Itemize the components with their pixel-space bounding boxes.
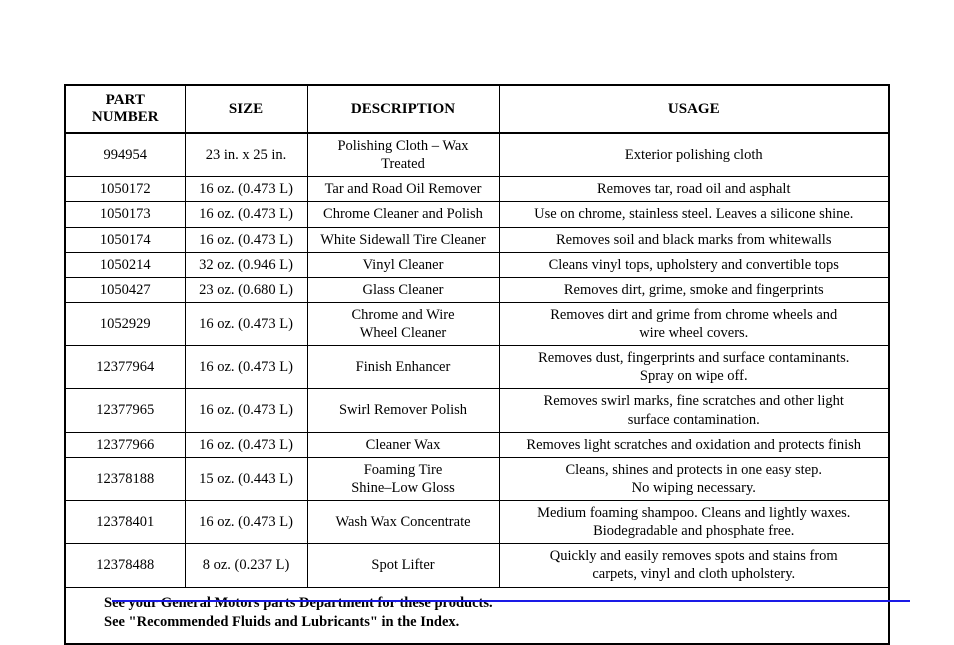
header-description: DESCRIPTION	[307, 85, 499, 133]
cell-part-number: 994954	[65, 133, 185, 177]
cell-description: Chrome and WireWheel Cleaner	[307, 302, 499, 345]
cell-usage: Cleans vinyl tops, upholstery and conver…	[499, 252, 889, 277]
cell-part-number: 1050174	[65, 227, 185, 252]
header-part-number: PART NUMBER	[65, 85, 185, 133]
cell-part-number: 1050173	[65, 202, 185, 227]
cell-usage: Removes dust, fingerprints and surface c…	[499, 346, 889, 389]
table-row: 105017216 oz. (0.473 L)Tar and Road Oil …	[65, 177, 889, 202]
table-row: 1237796616 oz. (0.473 L)Cleaner WaxRemov…	[65, 432, 889, 457]
table-row: 1237796516 oz. (0.473 L)Swirl Remover Po…	[65, 389, 889, 432]
table-header-row: PART NUMBER SIZE DESCRIPTION USAGE	[65, 85, 889, 133]
table-row: 1237840116 oz. (0.473 L)Wash Wax Concent…	[65, 501, 889, 544]
table-row: 123784888 oz. (0.237 L)Spot LifterQuickl…	[65, 544, 889, 587]
cell-usage: Removes tar, road oil and asphalt	[499, 177, 889, 202]
cell-size: 16 oz. (0.473 L)	[185, 227, 307, 252]
cell-description: Tar and Road Oil Remover	[307, 177, 499, 202]
cell-description: White Sidewall Tire Cleaner	[307, 227, 499, 252]
table-row: 105292916 oz. (0.473 L)Chrome and WireWh…	[65, 302, 889, 345]
cell-description: Vinyl Cleaner	[307, 252, 499, 277]
cell-size: 16 oz. (0.473 L)	[185, 389, 307, 432]
cell-description: Swirl Remover Polish	[307, 389, 499, 432]
cell-usage: Removes soil and black marks from whitew…	[499, 227, 889, 252]
cell-usage: Removes dirt, grime, smoke and fingerpri…	[499, 277, 889, 302]
cell-description: Chrome Cleaner and Polish	[307, 202, 499, 227]
cell-size: 16 oz. (0.473 L)	[185, 202, 307, 227]
cell-size: 16 oz. (0.473 L)	[185, 177, 307, 202]
cell-usage: Removes swirl marks, fine scratches and …	[499, 389, 889, 432]
cell-usage: Exterior polishing cloth	[499, 133, 889, 177]
footer-line-2: See "Recommended Fluids and Lubricants" …	[104, 614, 459, 630]
cell-size: 16 oz. (0.473 L)	[185, 302, 307, 345]
cell-part-number: 1050427	[65, 277, 185, 302]
cell-usage: Removes light scratches and oxidation an…	[499, 432, 889, 457]
table-row: 99495423 in. x 25 in.Polishing Cloth – W…	[65, 133, 889, 177]
table-row: 105042723 oz. (0.680 L)Glass CleanerRemo…	[65, 277, 889, 302]
cell-size: 16 oz. (0.473 L)	[185, 346, 307, 389]
cell-description: Finish Enhancer	[307, 346, 499, 389]
header-usage: USAGE	[499, 85, 889, 133]
cell-usage: Use on chrome, stainless steel. Leaves a…	[499, 202, 889, 227]
cell-description: Cleaner Wax	[307, 432, 499, 457]
table-body: 99495423 in. x 25 in.Polishing Cloth – W…	[65, 133, 889, 587]
cell-part-number: 12378488	[65, 544, 185, 587]
table-row: 1237796416 oz. (0.473 L)Finish EnhancerR…	[65, 346, 889, 389]
table-row: 105017416 oz. (0.473 L)White Sidewall Ti…	[65, 227, 889, 252]
footer-cell: See your General Motors parts Department…	[65, 587, 889, 644]
cell-part-number: 12378401	[65, 501, 185, 544]
cell-part-number: 12377964	[65, 346, 185, 389]
cell-usage: Cleans, shines and protects in one easy …	[499, 457, 889, 500]
cell-part-number: 12378188	[65, 457, 185, 500]
table-row: 1237818815 oz. (0.443 L)Foaming TireShin…	[65, 457, 889, 500]
divider-blue	[112, 600, 910, 602]
cell-description: Polishing Cloth – Wax Treated	[307, 133, 499, 177]
cell-size: 32 oz. (0.946 L)	[185, 252, 307, 277]
cell-description: Wash Wax Concentrate	[307, 501, 499, 544]
cell-usage: Medium foaming shampoo. Cleans and light…	[499, 501, 889, 544]
cell-size: 16 oz. (0.473 L)	[185, 432, 307, 457]
cell-size: 16 oz. (0.473 L)	[185, 501, 307, 544]
cell-part-number: 1050214	[65, 252, 185, 277]
cell-description: Glass Cleaner	[307, 277, 499, 302]
cell-usage: Removes dirt and grime from chrome wheel…	[499, 302, 889, 345]
cell-size: 23 in. x 25 in.	[185, 133, 307, 177]
cell-usage: Quickly and easily removes spots and sta…	[499, 544, 889, 587]
cell-size: 8 oz. (0.237 L)	[185, 544, 307, 587]
cell-description: Foaming TireShine–Low Gloss	[307, 457, 499, 500]
header-size: SIZE	[185, 85, 307, 133]
cell-part-number: 1052929	[65, 302, 185, 345]
cell-size: 15 oz. (0.443 L)	[185, 457, 307, 500]
parts-table: PART NUMBER SIZE DESCRIPTION USAGE 99495…	[64, 84, 890, 645]
table-row: 105021432 oz. (0.946 L)Vinyl CleanerClea…	[65, 252, 889, 277]
table-row: 105017316 oz. (0.473 L)Chrome Cleaner an…	[65, 202, 889, 227]
cell-description: Spot Lifter	[307, 544, 499, 587]
footer-line-1: See your General Motors parts Department…	[104, 595, 493, 611]
page: PART NUMBER SIZE DESCRIPTION USAGE 99495…	[0, 0, 954, 636]
table-footer-row: See your General Motors parts Department…	[65, 587, 889, 644]
cell-size: 23 oz. (0.680 L)	[185, 277, 307, 302]
cell-part-number: 12377966	[65, 432, 185, 457]
cell-part-number: 1050172	[65, 177, 185, 202]
cell-part-number: 12377965	[65, 389, 185, 432]
